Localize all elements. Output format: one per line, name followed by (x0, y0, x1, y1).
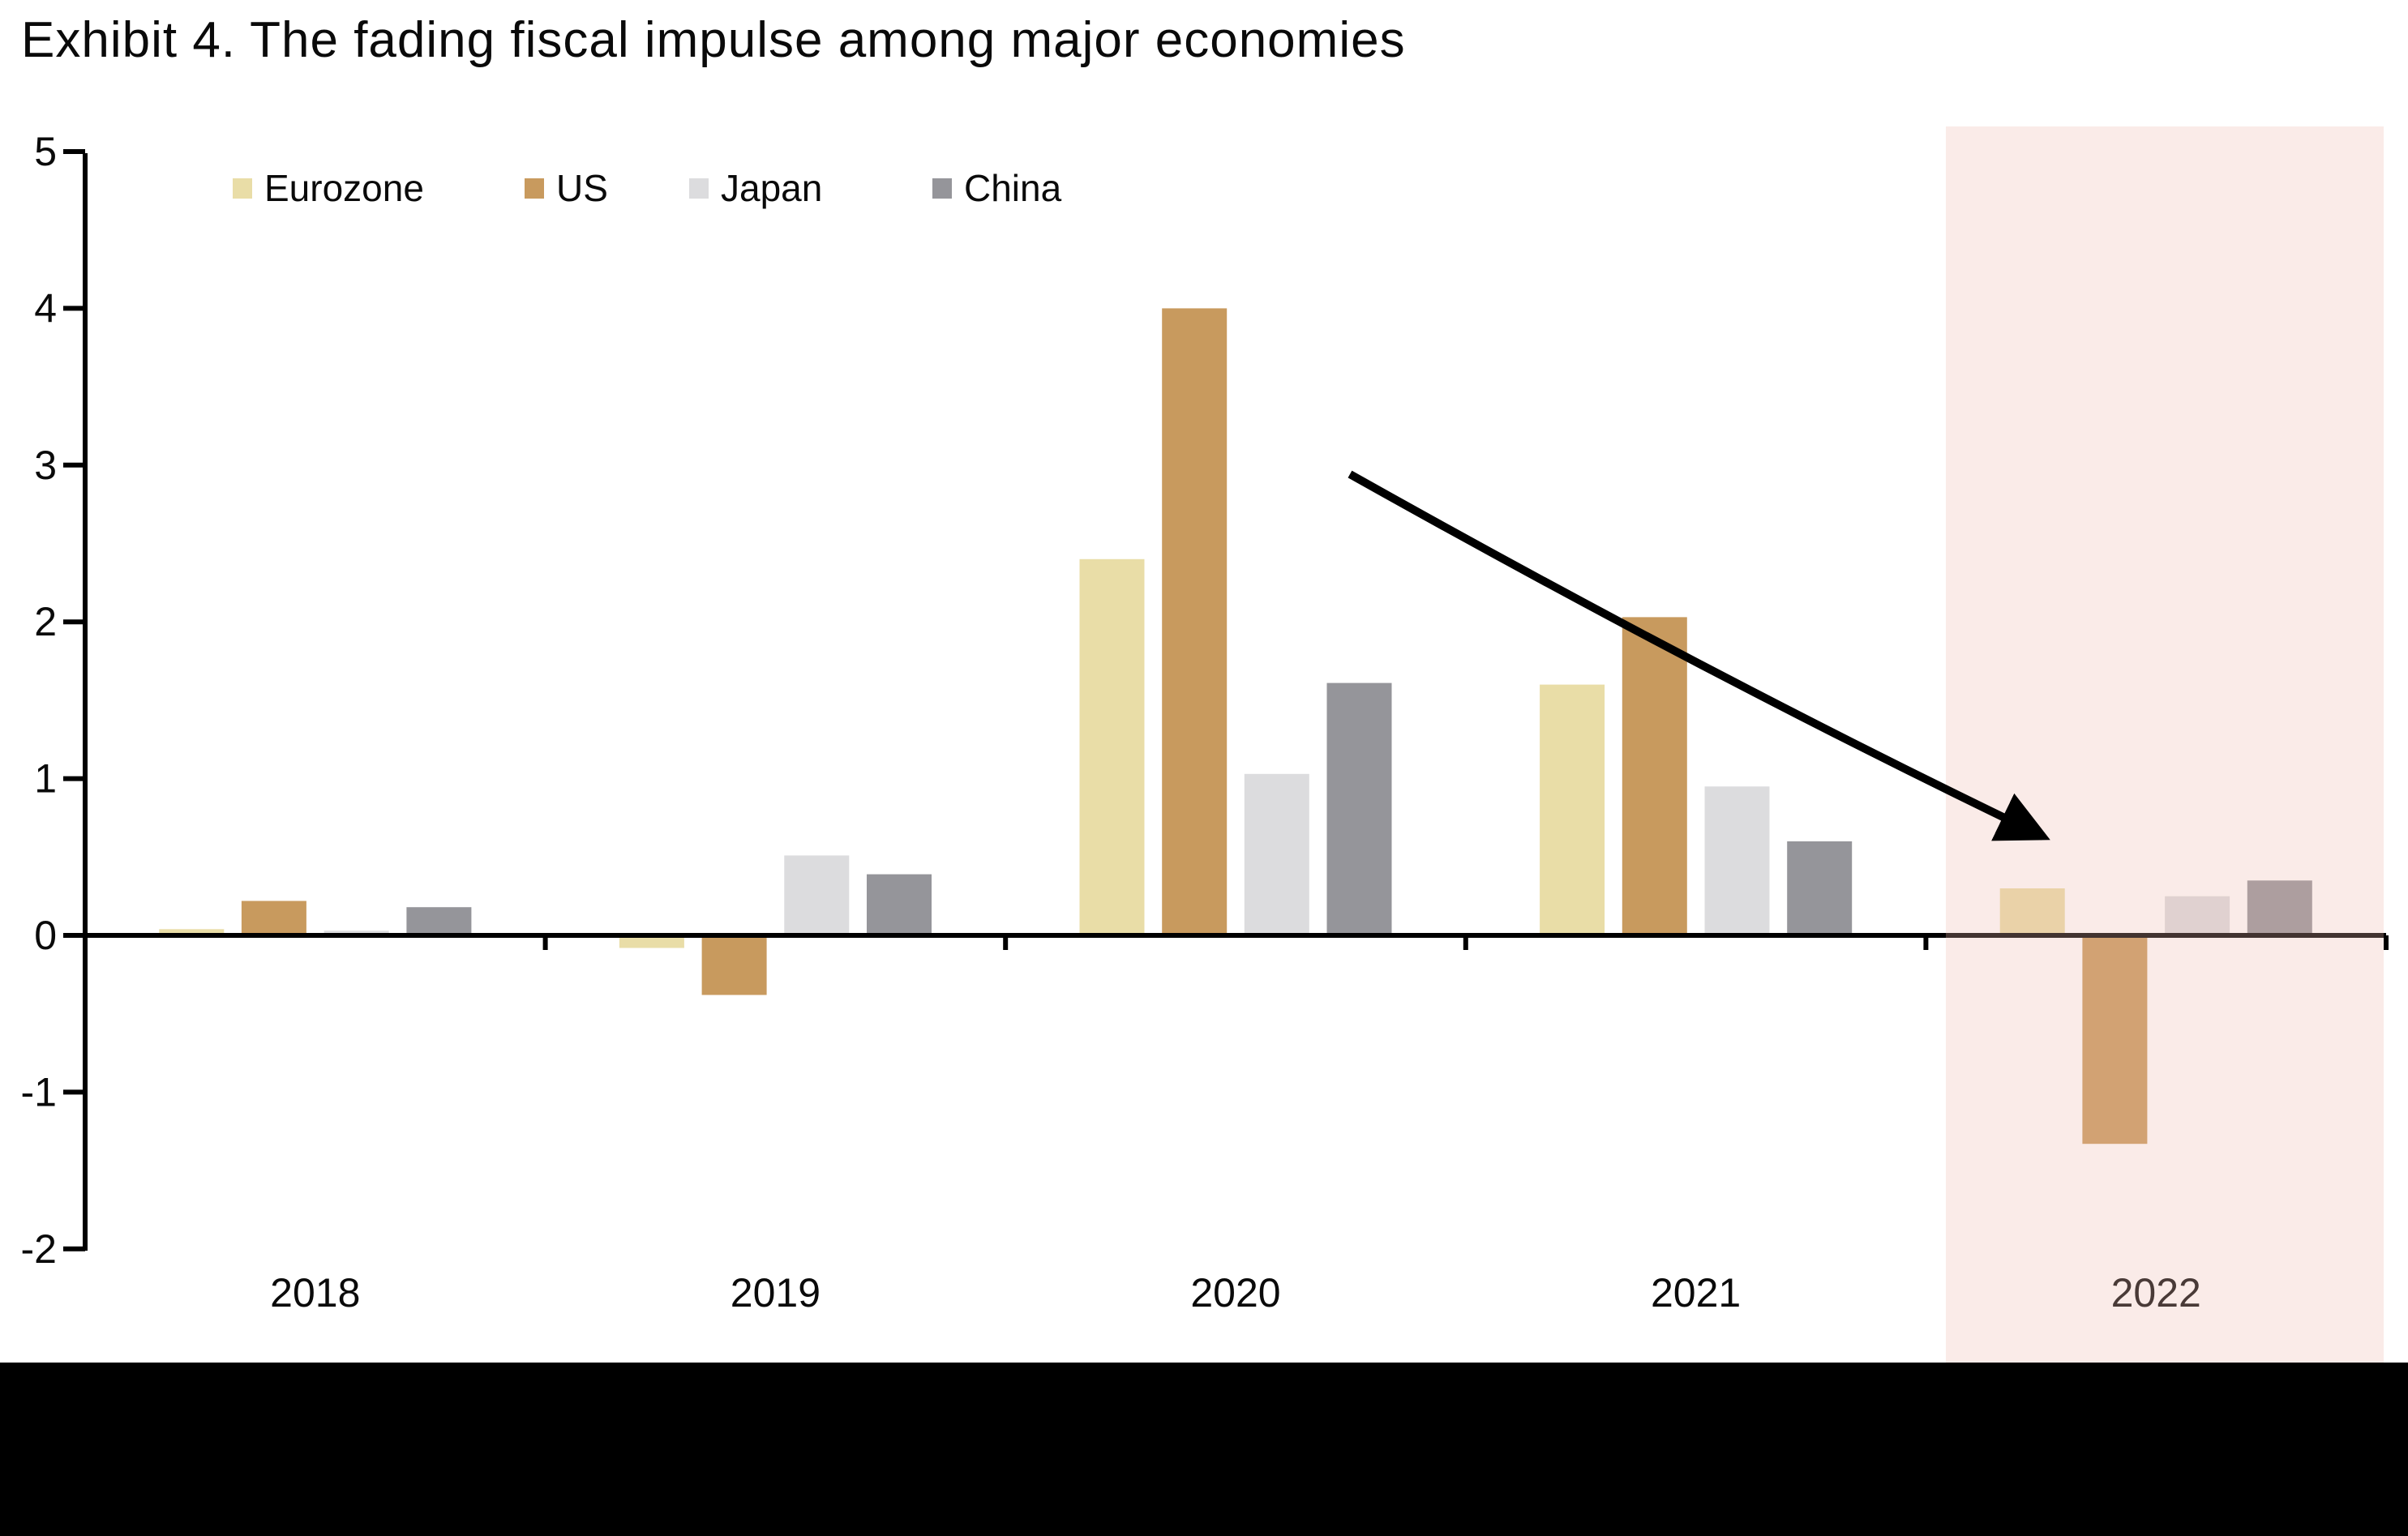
y-tick-label: 4 (34, 285, 57, 331)
legend-item-us: US (525, 167, 608, 209)
bar-eurozone-2020 (1079, 558, 1145, 935)
bar-china-2022 (2247, 880, 2312, 935)
year-label: 2018 (270, 1270, 360, 1316)
bar-china-2021 (1787, 841, 1853, 935)
year-label: 2021 (1651, 1270, 1741, 1316)
axes-layer (63, 149, 2389, 1251)
y-tick-label: 1 (34, 756, 57, 802)
legend-label: Eurozone (264, 167, 424, 209)
legend-swatch-eurozone (233, 178, 252, 199)
year-label: 2022 (2111, 1270, 2201, 1316)
trend-arrow (1348, 470, 2050, 841)
bar-china-2020 (1326, 682, 1392, 935)
y-tick-label: -2 (21, 1226, 57, 1272)
legend-swatch-us (525, 178, 544, 199)
bar-us-2020 (1162, 308, 1228, 935)
axis-labels-layer: 5 4 3 2 1 0 -1 -2 2018 2019 2020 2021 2022 (21, 129, 2201, 1316)
forecast-highlight-band (1946, 126, 2384, 1363)
bar-eurozone-2018 (159, 929, 225, 935)
bar-china-2019 (867, 874, 932, 935)
footer-bar (0, 1363, 2408, 1536)
year-label: 2019 (731, 1270, 821, 1316)
bar-japan-2019 (784, 855, 850, 935)
bar-us-2019 (701, 935, 767, 995)
chart-legend: Eurozone US Japan China (0, 167, 2408, 216)
bars-layer (159, 308, 2312, 1145)
legend-item-eurozone: Eurozone (233, 167, 424, 209)
legend-swatch-japan (689, 178, 709, 199)
bar-us-2018 (241, 901, 306, 935)
bar-japan-2022 (2165, 896, 2230, 935)
bar-eurozone-2021 (1540, 684, 1605, 935)
legend-label: China (964, 167, 1062, 209)
bar-japan-2021 (1704, 786, 1770, 935)
bar-japan-2020 (1244, 773, 1309, 935)
bar-eurozone-2022 (1999, 888, 2065, 935)
legend-label: Japan (721, 167, 823, 209)
legend-label: US (556, 167, 608, 209)
bar-china-2018 (406, 907, 472, 935)
chart-title: Exhibit 4. The fading fiscal impulse amo… (21, 12, 1406, 68)
bar-us-2022 (2082, 935, 2148, 1145)
y-tick-label: 0 (34, 913, 57, 958)
y-tick-label: -1 (21, 1069, 57, 1115)
highlight-band-layer (1946, 126, 2384, 1363)
y-tick-label: 3 (34, 443, 57, 488)
legend-swatch-china (932, 178, 952, 199)
legend-item-japan: Japan (689, 167, 822, 209)
bar-eurozone-2019 (619, 935, 684, 948)
legend-item-china: China (932, 167, 1061, 209)
bar-us-2021 (1622, 617, 1687, 935)
y-tick-label: 5 (34, 129, 57, 174)
annotation-layer (1348, 470, 2050, 841)
y-tick-label: 2 (34, 599, 57, 644)
year-label: 2020 (1190, 1270, 1280, 1316)
